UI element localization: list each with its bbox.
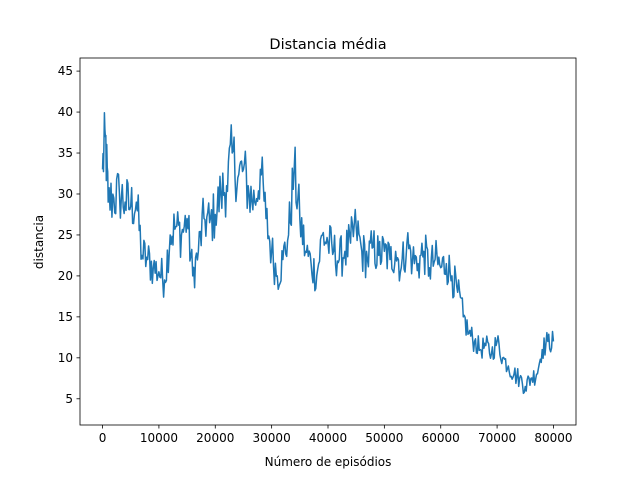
x-tick-label: 60000 bbox=[422, 431, 460, 445]
chart-title: Distancia média bbox=[269, 37, 386, 53]
x-tick-label: 50000 bbox=[365, 431, 403, 445]
x-tick-label: 20000 bbox=[196, 431, 234, 445]
x-tick-label: 80000 bbox=[534, 431, 572, 445]
y-tick-label: 20 bbox=[58, 269, 73, 283]
series-line bbox=[101, 112, 555, 395]
x-tick-label: 0 bbox=[99, 431, 107, 445]
y-tick-label: 5 bbox=[65, 392, 73, 406]
y-tick-label: 30 bbox=[58, 187, 73, 201]
x-tick-label: 30000 bbox=[253, 431, 291, 445]
x-tick-label: 70000 bbox=[478, 431, 516, 445]
y-tick-label: 40 bbox=[58, 105, 73, 119]
y-axis: 5 10 15 20 25 30 35 40 45 bbox=[58, 64, 80, 406]
y-tick-label: 10 bbox=[58, 351, 73, 365]
y-tick-label: 45 bbox=[58, 64, 73, 78]
y-tick-label: 15 bbox=[58, 310, 73, 324]
x-tick-label: 10000 bbox=[140, 431, 178, 445]
x-axis-label: Número de episódios bbox=[265, 455, 392, 469]
x-axis: 0 10000 20000 30000 40000 50000 60000 70000 8000… bbox=[99, 425, 573, 445]
x-tick-label: 40000 bbox=[309, 431, 347, 445]
y-axis-label: distancia bbox=[32, 215, 46, 269]
y-tick-label: 35 bbox=[58, 146, 73, 160]
y-tick-label: 25 bbox=[58, 228, 73, 242]
